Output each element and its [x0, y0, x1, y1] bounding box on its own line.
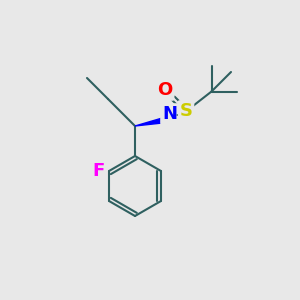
Text: ·H: ·H — [175, 109, 191, 124]
Text: F: F — [92, 162, 105, 180]
Text: N: N — [162, 105, 177, 123]
Text: O: O — [158, 81, 172, 99]
Text: S: S — [179, 102, 193, 120]
Polygon shape — [135, 117, 166, 126]
